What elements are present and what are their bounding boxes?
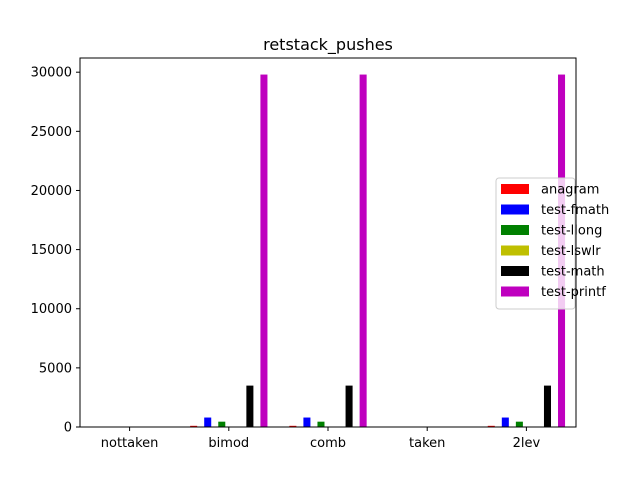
legend-swatch-anagram: [501, 184, 529, 194]
legend-swatch-test-printf: [501, 286, 529, 297]
x-tick-label: taken: [409, 436, 445, 451]
x-tick-label: comb: [310, 436, 346, 451]
bar-anagram-2lev: [487, 425, 495, 427]
y-tick-label: 5000: [39, 361, 72, 376]
y-axis: 0 5000 10000 15000 20000 25000 30000: [31, 66, 80, 436]
legend-label-test-lswlr: test-lswlr: [541, 244, 601, 259]
legend-swatch-test-llong: [501, 225, 529, 235]
y-tick-label: 25000: [31, 125, 72, 140]
chart-title: retstack_pushes: [263, 35, 393, 55]
x-tick-label: bimod: [208, 436, 249, 451]
bar-test-fmath-bimod: [204, 417, 212, 427]
x-tick-label: nottaken: [101, 436, 159, 451]
x-axis: nottaken bimod comb taken 2lev: [101, 427, 541, 451]
bar-test-printf-comb: [359, 74, 367, 428]
bar-test-llong-bimod: [218, 421, 226, 427]
legend-swatch-test-math: [501, 266, 529, 276]
y-tick-label: 15000: [31, 243, 72, 258]
legend-label-anagram: anagram: [541, 183, 599, 198]
legend-swatch-test-lswlr: [501, 245, 529, 256]
bar-test-fmath-comb: [303, 417, 311, 427]
bar-test-llong-comb: [317, 421, 325, 427]
y-tick-label: 20000: [31, 184, 72, 199]
legend: anagram test-fmath test-llong test-lswlr tes…: [495, 177, 609, 310]
y-tick-label: 0: [64, 421, 72, 436]
legend-label-test-printf: test-printf: [541, 285, 606, 300]
legend-label-test-llong: test-llong: [541, 224, 602, 239]
x-tick-label: 2lev: [513, 436, 541, 451]
legend-swatch-test-fmath: [501, 204, 529, 215]
bar-test-math-bimod: [246, 385, 254, 427]
legend-label-test-fmath: test-fmath: [541, 203, 609, 218]
legend-label-test-math: test-math: [541, 265, 605, 280]
bar-anagram-comb: [289, 425, 297, 427]
bar-test-printf-bimod: [260, 74, 268, 428]
y-tick-label: 10000: [31, 302, 72, 317]
bar-test-math-comb: [345, 385, 353, 427]
bar-test-fmath-2lev: [501, 417, 509, 427]
bar-test-llong-2lev: [515, 421, 523, 427]
bar-anagram-bimod: [190, 425, 198, 427]
bar-test-math-2lev: [543, 385, 551, 427]
y-tick-label: 30000: [31, 66, 72, 81]
